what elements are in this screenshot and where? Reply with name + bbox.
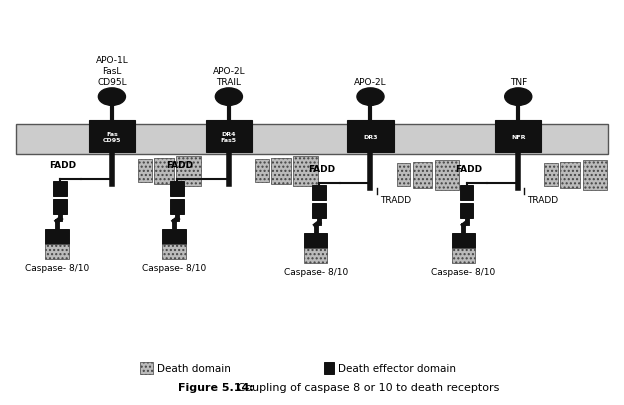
Bar xyxy=(452,233,475,249)
Text: DR4
Fas5: DR4 Fas5 xyxy=(221,132,237,142)
Text: APO-2L: APO-2L xyxy=(354,78,387,87)
Bar xyxy=(54,199,67,214)
Text: TRADD: TRADD xyxy=(380,196,411,205)
Bar xyxy=(54,182,67,197)
Bar xyxy=(452,249,475,264)
Bar xyxy=(460,186,474,201)
Bar xyxy=(304,249,328,264)
Text: Death domain: Death domain xyxy=(157,363,231,373)
Circle shape xyxy=(357,89,384,106)
Text: Figure 5.14:: Figure 5.14: xyxy=(178,382,254,392)
Text: FADD: FADD xyxy=(456,165,482,174)
Bar xyxy=(304,233,328,249)
Text: FADD: FADD xyxy=(308,165,335,174)
Bar xyxy=(312,186,326,201)
Text: DR3: DR3 xyxy=(363,134,378,140)
Bar xyxy=(140,362,153,374)
Bar xyxy=(271,159,291,185)
Text: Coupling of caspase 8 or 10 to death receptors: Coupling of caspase 8 or 10 to death rec… xyxy=(235,382,500,392)
Bar xyxy=(89,121,135,153)
Bar xyxy=(560,163,580,189)
Bar xyxy=(293,157,318,187)
Bar xyxy=(170,199,184,214)
Text: TRADD: TRADD xyxy=(527,196,558,205)
Bar xyxy=(46,230,69,245)
Text: Caspase- 8/10: Caspase- 8/10 xyxy=(283,268,348,277)
Text: CD95L: CD95L xyxy=(97,78,127,87)
Text: TNF: TNF xyxy=(510,78,527,87)
Bar xyxy=(324,362,334,374)
Bar xyxy=(206,121,252,153)
Bar xyxy=(397,164,410,187)
Text: FasL: FasL xyxy=(102,66,122,76)
Bar xyxy=(176,157,201,187)
Bar xyxy=(312,203,326,218)
Text: TRAIL: TRAIL xyxy=(217,78,241,87)
Bar xyxy=(348,121,394,153)
Text: Death effector domain: Death effector domain xyxy=(338,363,456,373)
Text: Caspase- 8/10: Caspase- 8/10 xyxy=(142,264,206,273)
Bar xyxy=(544,164,558,187)
Bar xyxy=(460,203,474,218)
Bar xyxy=(495,121,542,153)
Circle shape xyxy=(215,89,243,106)
Bar xyxy=(138,160,152,183)
Circle shape xyxy=(99,89,125,106)
Text: FADD: FADD xyxy=(49,161,76,170)
Bar xyxy=(162,245,186,260)
Bar xyxy=(16,125,608,155)
Text: FADD: FADD xyxy=(166,161,193,170)
Text: APO-1L: APO-1L xyxy=(95,55,129,64)
Text: APO-2L: APO-2L xyxy=(213,66,245,76)
Circle shape xyxy=(505,89,532,106)
Bar xyxy=(154,159,173,185)
Bar xyxy=(46,245,69,260)
Bar xyxy=(162,230,186,245)
Bar xyxy=(170,182,184,197)
Bar xyxy=(412,163,432,189)
Bar xyxy=(583,161,607,191)
Text: Caspase- 8/10: Caspase- 8/10 xyxy=(431,268,495,277)
Text: Fas
CD95: Fas CD95 xyxy=(103,132,121,142)
Text: Caspase- 8/10: Caspase- 8/10 xyxy=(25,264,89,273)
Bar xyxy=(435,161,459,191)
Bar xyxy=(255,160,268,183)
Text: NFR: NFR xyxy=(511,134,525,140)
